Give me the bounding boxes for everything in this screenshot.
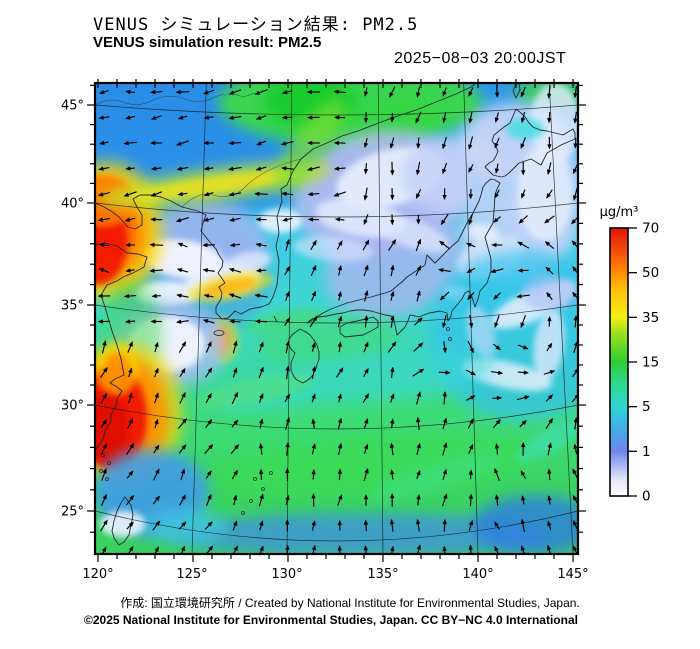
colorbar-tick-label: 0 <box>642 489 651 505</box>
axis-labels: 45° 40° 35° 30° 25° 120° 125° 130° 135° 140° 145° <box>61 99 589 583</box>
lon-label: 135° <box>367 567 398 582</box>
lat-label: 45° <box>61 99 84 114</box>
lat-label: 25° <box>61 505 84 520</box>
colorbar-gradient <box>609 227 629 497</box>
colorbar-tick-label: 70 <box>642 221 659 237</box>
wind-vector-arrows <box>97 85 578 554</box>
copyright-line: ©2025 National Institute for Environment… <box>84 613 578 627</box>
lon-label: 120° <box>82 567 113 582</box>
axis-ticks <box>87 79 586 562</box>
page-title-english: VENUS simulation result: PM2.5 <box>93 34 322 51</box>
credit-line: 作成: 国立環境研究所 / Created by National Instit… <box>120 596 580 610</box>
map-frame <box>93 81 580 556</box>
colorbar-tick-label: 1 <box>642 444 651 460</box>
footer: 作成: 国立環境研究所 / Created by National Instit… <box>0 595 700 629</box>
lon-label: 140° <box>462 567 493 582</box>
lat-label: 30° <box>61 399 84 414</box>
colorbar-tick-label: 5 <box>642 399 651 415</box>
pm25-field <box>95 83 578 554</box>
lat-label: 40° <box>61 197 84 212</box>
lon-label: 125° <box>176 567 207 582</box>
coastlines <box>95 83 576 546</box>
colorbar-tick-label: 15 <box>642 355 659 371</box>
colorbar-unit: µg/m³ <box>600 205 639 220</box>
page-title-japanese: VENUS シミュレーション結果: PM2.5 <box>93 15 419 35</box>
lat-label: 35° <box>61 299 84 314</box>
timestamp: 2025−08−03 20:00JST <box>394 50 567 67</box>
lon-label: 145° <box>557 567 588 582</box>
colorbar-tick-label: 35 <box>642 310 659 326</box>
colorbar-tick-label: 50 <box>642 265 659 281</box>
lon-label: 130° <box>271 567 302 582</box>
